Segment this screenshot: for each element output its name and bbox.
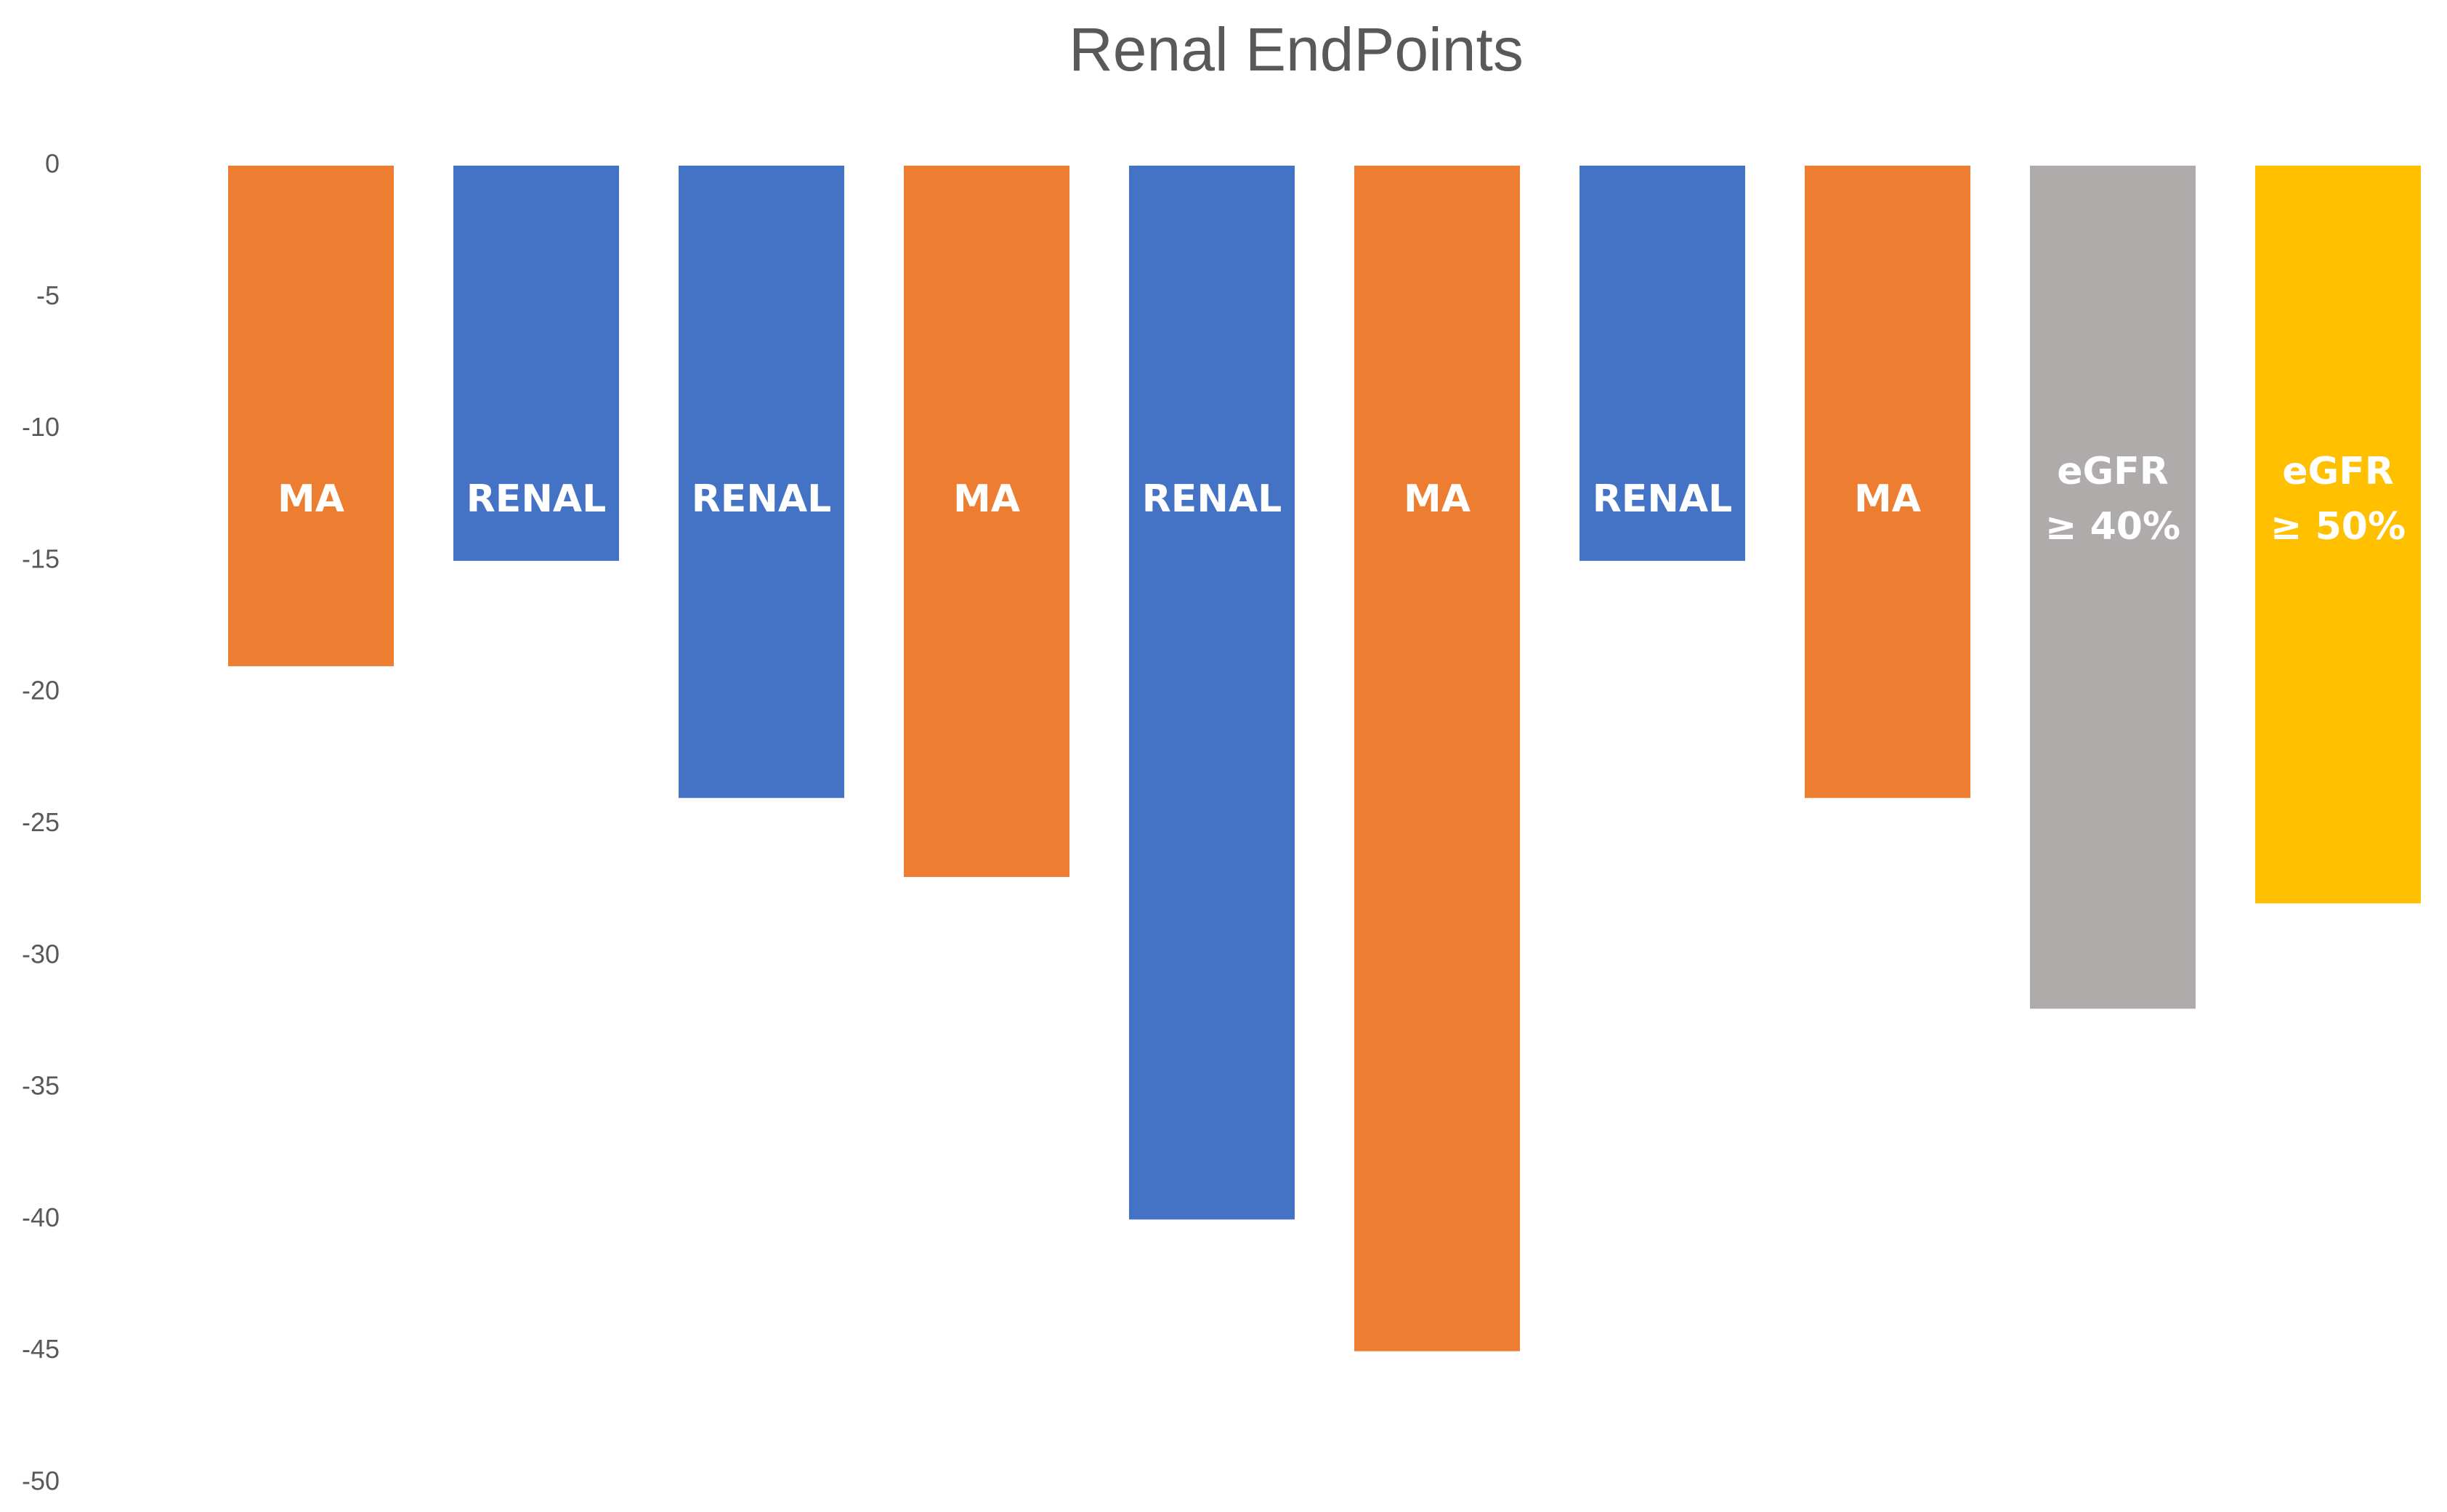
bar-label: RENAL [691,477,832,521]
bar [1580,166,1745,561]
bar [904,166,1069,878]
y-tick-label: -40 [22,1202,60,1232]
bar [2255,166,2421,904]
y-tick-label: -50 [22,1466,60,1496]
bar-label: RENAL [1592,477,1733,521]
y-tick-label: -10 [22,412,60,442]
y-tick-label: -30 [22,939,60,969]
chart-title: Renal EndPoints [1069,15,1524,84]
bar [1354,166,1520,1351]
bar-label: MA [278,477,344,521]
bar [1805,166,1970,799]
bar-label: RENAL [466,477,607,521]
y-tick-label: 0 [45,149,60,179]
bar-label: eGFR ≥ 50% [2270,450,2406,549]
bar [1129,166,1295,1220]
bar [679,166,844,799]
y-tick-label: -35 [22,1071,60,1101]
bar-label: MA [1404,477,1471,521]
y-tick-label: -20 [22,676,60,706]
bar-label: eGFR ≥ 40% [2044,450,2181,549]
bar-label: RENAL [1141,477,1282,521]
y-tick-label: -5 [36,280,60,310]
bar-label: MA [1854,477,1921,521]
y-tick-label: -15 [22,543,60,573]
y-tick-label: -45 [22,1334,60,1364]
bar [228,166,394,666]
bar-label: MA [953,477,1020,521]
bar [2030,166,2196,1009]
bar [453,166,619,561]
y-tick-label: -25 [22,807,60,837]
